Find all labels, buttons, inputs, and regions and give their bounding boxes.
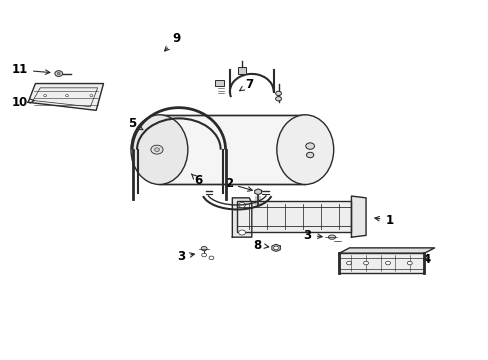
Ellipse shape	[305, 143, 314, 149]
Ellipse shape	[201, 253, 206, 257]
Ellipse shape	[328, 235, 335, 239]
Text: 1: 1	[374, 213, 393, 226]
Ellipse shape	[151, 145, 163, 154]
Text: 4: 4	[422, 253, 430, 266]
Text: 9: 9	[164, 32, 180, 51]
Ellipse shape	[275, 91, 281, 95]
Bar	[215, 80, 224, 86]
Ellipse shape	[154, 148, 159, 152]
Bar	[237, 67, 246, 74]
Text: 3: 3	[177, 250, 194, 263]
Ellipse shape	[90, 95, 93, 97]
Bar	[237, 202, 351, 232]
Ellipse shape	[306, 152, 313, 158]
Text: 2: 2	[224, 177, 252, 191]
Polygon shape	[232, 198, 251, 237]
Ellipse shape	[276, 115, 333, 184]
Text: 7: 7	[239, 78, 253, 91]
Polygon shape	[254, 189, 261, 195]
Ellipse shape	[385, 261, 389, 265]
Text: 3: 3	[303, 229, 322, 242]
Polygon shape	[339, 248, 434, 253]
Polygon shape	[351, 196, 366, 237]
Text: 8: 8	[253, 239, 268, 252]
Text: 5: 5	[128, 117, 142, 130]
Text: 11: 11	[12, 63, 50, 76]
Polygon shape	[339, 253, 424, 273]
Polygon shape	[271, 244, 280, 251]
Polygon shape	[28, 84, 103, 111]
Ellipse shape	[407, 261, 411, 265]
Ellipse shape	[201, 247, 206, 251]
Ellipse shape	[43, 95, 46, 97]
Ellipse shape	[208, 256, 213, 260]
Text: 10: 10	[12, 96, 34, 109]
Ellipse shape	[275, 96, 281, 101]
Ellipse shape	[363, 261, 368, 265]
Ellipse shape	[57, 72, 60, 75]
Ellipse shape	[273, 246, 278, 249]
Text: 6: 6	[191, 174, 202, 187]
Ellipse shape	[65, 95, 68, 97]
Ellipse shape	[131, 115, 187, 184]
Ellipse shape	[55, 71, 62, 76]
Ellipse shape	[346, 261, 351, 265]
Ellipse shape	[238, 203, 245, 207]
Bar	[159, 115, 305, 184]
Ellipse shape	[238, 230, 245, 235]
